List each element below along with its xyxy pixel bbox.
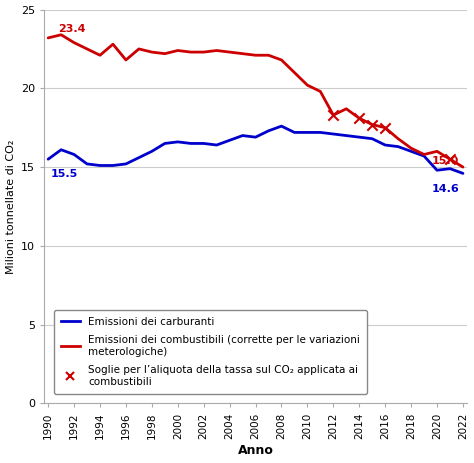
Point bbox=[329, 112, 337, 119]
Point bbox=[446, 156, 454, 163]
Y-axis label: Milioni tonnellate di CO₂: Milioni tonnellate di CO₂ bbox=[6, 139, 16, 274]
Text: 23.4: 23.4 bbox=[58, 24, 86, 34]
Text: 15.5: 15.5 bbox=[51, 169, 78, 180]
Point bbox=[382, 124, 389, 131]
Point bbox=[368, 121, 376, 128]
Text: 14.6: 14.6 bbox=[431, 184, 459, 194]
Text: 15.0: 15.0 bbox=[432, 156, 459, 165]
X-axis label: Anno: Anno bbox=[237, 444, 273, 457]
Point bbox=[356, 114, 363, 122]
Legend: Emissioni dei carburanti, Emissioni dei combustibili (corrette per le variazioni: Emissioni dei carburanti, Emissioni dei … bbox=[54, 310, 367, 394]
